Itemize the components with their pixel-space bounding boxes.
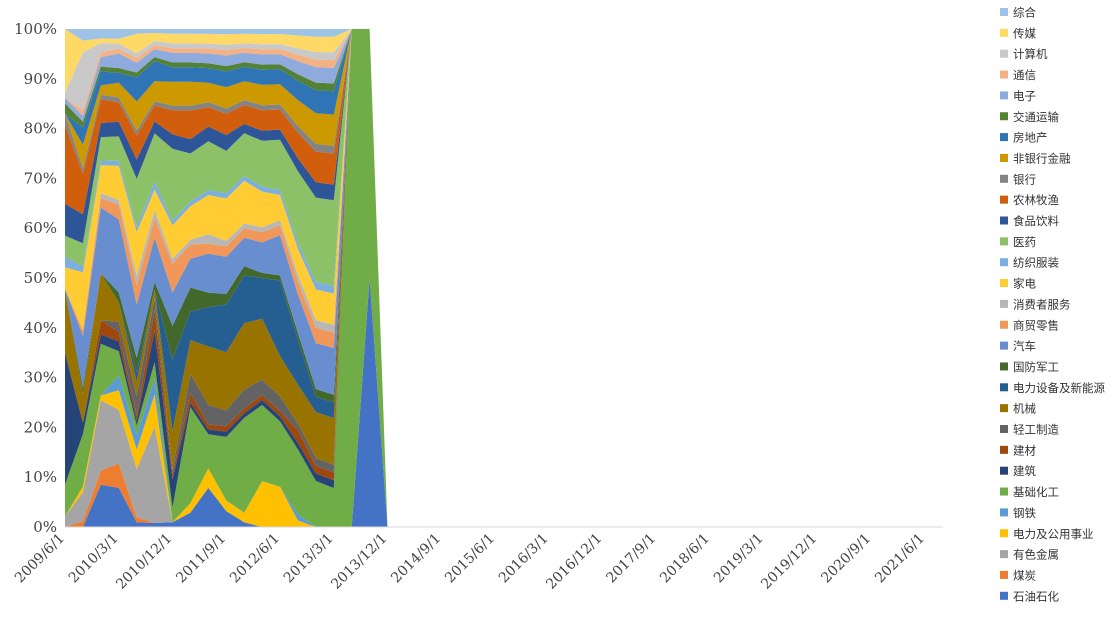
- y-tick-label: 50%: [24, 269, 57, 287]
- legend-swatch: [1000, 91, 1008, 100]
- legend-label: 钢铁: [1013, 506, 1036, 520]
- legend-swatch: [1000, 550, 1008, 559]
- legend-label: 银行: [1013, 172, 1036, 186]
- legend-swatch: [1000, 529, 1008, 538]
- legend-label: 农林牧渔: [1013, 193, 1059, 207]
- legend-swatch: [1000, 404, 1008, 413]
- x-tick-label: 2016/3/1: [496, 531, 552, 587]
- legend-label: 电力及公用事业: [1013, 527, 1094, 541]
- x-tick-label: 2009/6/1: [12, 531, 68, 587]
- legend-label: 电力设备及新能源: [1013, 381, 1105, 395]
- legend-swatch: [1000, 341, 1008, 350]
- y-tick-label: 10%: [24, 468, 57, 486]
- area-series-18: [65, 29, 943, 527]
- legend-label: 纺织服装: [1013, 256, 1059, 270]
- x-tick-label: 2010/12/1: [113, 531, 175, 593]
- legend-swatch: [1000, 466, 1008, 475]
- area-series-23: [65, 29, 943, 527]
- y-tick-label: 20%: [24, 418, 57, 436]
- x-tick-label: 2020/9/1: [818, 531, 874, 587]
- legend-label: 基础化工: [1013, 485, 1059, 499]
- legend-swatch: [1000, 112, 1008, 121]
- y-tick-label: 80%: [24, 120, 57, 138]
- legend-swatch: [1000, 425, 1008, 433]
- legend-label: 医药: [1013, 235, 1036, 249]
- legend-label: 电子: [1013, 89, 1036, 103]
- legend-swatch: [1000, 153, 1008, 162]
- legend-swatch: [1000, 8, 1008, 16]
- legend-label: 计算机: [1013, 47, 1048, 61]
- x-tick-label: 2013/12/1: [328, 531, 390, 593]
- legend-swatch: [1000, 258, 1008, 267]
- legend-swatch: [1000, 445, 1008, 454]
- legend-label: 消费者服务: [1013, 297, 1071, 311]
- legend-label: 综合: [1013, 6, 1036, 20]
- legend: 综合传媒计算机通信电子交通运输房地产非银行金融银行农林牧渔食品饮料医药纺织服装家…: [1000, 6, 1105, 603]
- x-tick-label: 2014/9/1: [388, 531, 444, 587]
- x-tick-label: 2017/9/1: [603, 531, 659, 587]
- y-tick-label: 100%: [14, 20, 57, 38]
- legend-label: 国防军工: [1013, 360, 1059, 374]
- legend-swatch: [1000, 362, 1008, 371]
- legend-swatch: [1000, 174, 1008, 183]
- legend-swatch: [1000, 279, 1008, 288]
- legend-label: 有色金属: [1013, 548, 1059, 562]
- legend-swatch: [1000, 508, 1008, 517]
- y-tick-label: 30%: [24, 369, 57, 387]
- x-tick-label: 2018/6/1: [657, 531, 713, 587]
- legend-label: 轻工制造: [1013, 423, 1059, 437]
- legend-label: 石油石化: [1013, 589, 1059, 603]
- x-axis: 2009/6/12010/3/12010/12/12011/9/12012/6/…: [12, 526, 943, 593]
- legend-label: 机械: [1013, 402, 1036, 416]
- area-series-12: [65, 29, 943, 527]
- y-tick-label: 40%: [24, 319, 57, 337]
- x-tick-label: 2012/6/1: [227, 531, 283, 587]
- legend-swatch: [1000, 320, 1008, 329]
- legend-swatch: [1000, 383, 1008, 392]
- legend-label: 煤炭: [1013, 568, 1036, 582]
- x-tick-label: 2013/3/1: [281, 531, 337, 587]
- legend-swatch: [1000, 299, 1008, 308]
- x-tick-label: 2016/12/1: [543, 531, 605, 593]
- legend-swatch: [1000, 133, 1008, 142]
- legend-swatch: [1000, 216, 1008, 225]
- legend-label: 房地产: [1013, 131, 1048, 145]
- legend-label: 商贸零售: [1013, 318, 1059, 332]
- area-series-10: [65, 29, 943, 527]
- y-tick-label: 60%: [24, 219, 57, 237]
- legend-swatch: [1000, 591, 1008, 600]
- legend-label: 建筑: [1013, 464, 1036, 478]
- legend-swatch: [1000, 195, 1008, 204]
- legend-label: 建材: [1013, 443, 1036, 457]
- x-tick-label: 2011/9/1: [173, 531, 229, 587]
- x-tick-label: 2019/3/1: [711, 531, 767, 587]
- area-series-group: [65, 29, 943, 527]
- legend-label: 交通运输: [1013, 110, 1059, 124]
- legend-label: 非银行金融: [1013, 151, 1071, 165]
- y-axis: 0% 10% 20% 30% 40% 50% 60% 70% 80% 90% 100%: [14, 20, 57, 536]
- legend-label: 通信: [1013, 68, 1036, 82]
- legend-swatch: [1000, 49, 1008, 58]
- x-tick-label: 2015/6/1: [442, 531, 498, 587]
- legend-label: 家电: [1013, 277, 1036, 291]
- legend-label: 汽车: [1013, 339, 1036, 353]
- y-tick-label: 70%: [24, 169, 57, 187]
- legend-swatch: [1000, 237, 1008, 246]
- legend-swatch: [1000, 70, 1008, 79]
- legend-swatch: [1000, 570, 1008, 579]
- x-tick-label: 2010/3/1: [66, 531, 122, 587]
- legend-label: 传媒: [1013, 26, 1036, 40]
- x-tick-label: 2021/6/1: [872, 531, 928, 587]
- legend-swatch: [1000, 487, 1008, 496]
- x-tick-label: 2019/12/1: [758, 531, 820, 593]
- y-tick-label: 90%: [24, 70, 57, 88]
- y-tick-label: 0%: [33, 518, 57, 536]
- legend-swatch: [1000, 28, 1008, 37]
- legend-label: 食品饮料: [1013, 214, 1059, 228]
- area-series-3: [65, 278, 943, 527]
